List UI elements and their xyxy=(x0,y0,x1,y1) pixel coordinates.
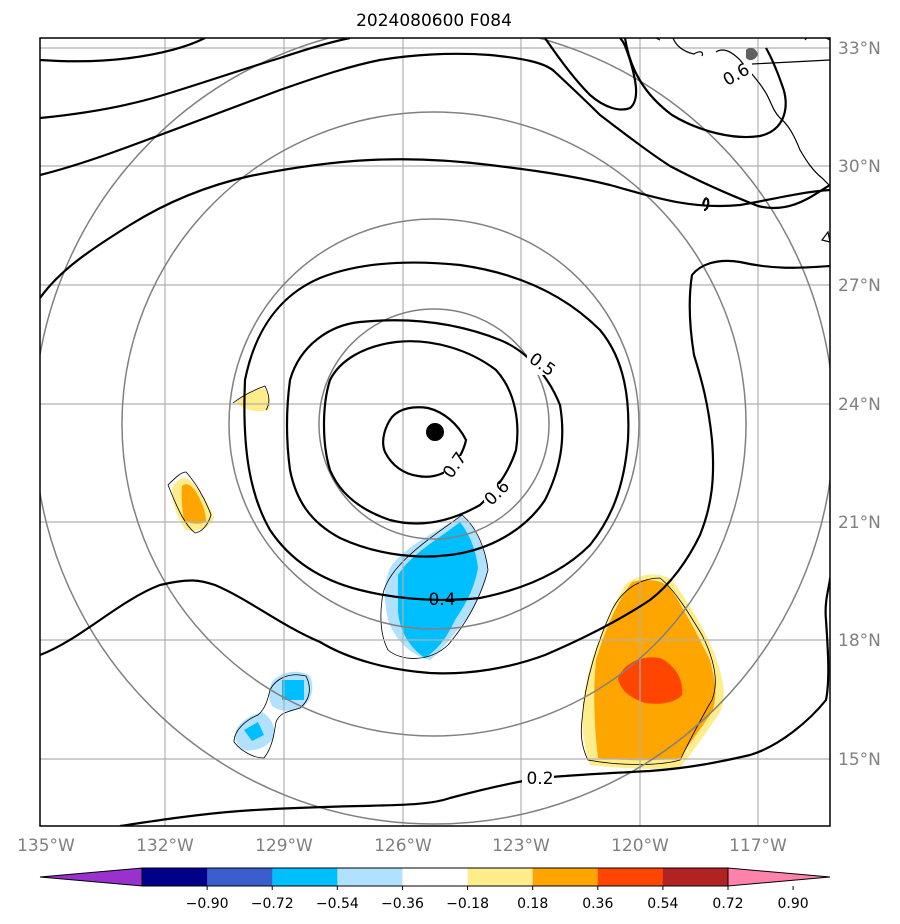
contour-0.6-ne xyxy=(623,38,787,139)
contour-label: 0.2 xyxy=(526,769,553,789)
contour-0.7 xyxy=(382,406,468,478)
lat-tick-label: 21°N xyxy=(838,513,881,533)
lon-tick-labels: 135°W 132°W 129°W 126°W 123°W 120°W 117°… xyxy=(17,836,787,856)
contour-top xyxy=(40,38,206,63)
colorbar-segment xyxy=(532,868,599,886)
colorbar-tick-label: 0.54 xyxy=(647,896,678,912)
colorbar-tick-label: −0.72 xyxy=(251,896,294,912)
colorbar: −0.90 −0.72 −0.54 −0.36 −0.18 0.18 0.36 0.54 0.7… xyxy=(39,867,831,912)
colorbar-tick-label: −0.90 xyxy=(186,896,229,912)
contour-top xyxy=(40,52,830,210)
colorbar-segment xyxy=(272,868,338,886)
lat-tick-label: 30°N xyxy=(838,157,881,177)
contour-lines xyxy=(40,38,830,826)
contour-0.4 xyxy=(243,261,630,602)
colorbar-segment xyxy=(337,868,403,886)
contour-0.6 xyxy=(322,340,519,525)
lon-tick-label: 135°W xyxy=(17,836,75,856)
lon-tick-label: 129°W xyxy=(255,836,313,856)
colorbar-extend-high xyxy=(728,868,830,886)
lon-tick-label: 120°W xyxy=(611,836,669,856)
lon-tick-label: 123°W xyxy=(492,836,550,856)
plot-frame xyxy=(39,37,831,827)
map-title: 2024080600 F084 xyxy=(356,11,512,31)
colorbar-extend-low xyxy=(40,868,142,886)
coastline xyxy=(655,38,830,243)
contour-label-group: 0.7 0.6 0.5 0.4 0.2 0.6 xyxy=(428,60,753,789)
colorbar-segment xyxy=(142,868,208,886)
contour-top xyxy=(40,38,351,120)
colorbar-tick-label: 0.18 xyxy=(517,896,548,912)
contour-0.5 xyxy=(285,319,564,558)
lat-tick-label: 15°N xyxy=(838,750,881,770)
lon-tick-label: 117°W xyxy=(729,836,787,856)
range-rings xyxy=(40,38,830,825)
colorbar-segment xyxy=(207,868,273,886)
colorbar-tick-label: 0.36 xyxy=(582,896,613,912)
lat-tick-label: 18°N xyxy=(838,631,881,651)
shaded-region-red xyxy=(618,657,683,704)
lon-tick-label: 132°W xyxy=(136,836,194,856)
colorbar-tick-label: 0.72 xyxy=(712,896,743,912)
colorbar-segment xyxy=(402,868,469,886)
storm-center-marker xyxy=(426,423,444,441)
map-plot-area: 0.7 0.6 0.5 0.4 0.2 0.6 xyxy=(40,38,830,826)
colorbar-tick-label: 0.90 xyxy=(778,896,809,912)
lat-tick-label: 27°N xyxy=(838,276,881,296)
contour-small xyxy=(701,197,710,212)
lat-tick-label: 24°N xyxy=(838,395,881,415)
range-ring xyxy=(40,38,830,825)
colorbar-segment xyxy=(467,868,534,886)
colorbar-tick-label: −0.18 xyxy=(446,896,489,912)
range-ring xyxy=(121,111,747,737)
lat-tick-labels: 33°N 30°N 27°N 24°N 21°N 18°N 15°N xyxy=(838,39,881,770)
colorbar-tick-label: −0.54 xyxy=(316,896,359,912)
colorbar-segment xyxy=(597,868,664,886)
lat-tick-label: 33°N xyxy=(838,39,881,59)
colorbar-tick-label: −0.36 xyxy=(381,896,424,912)
range-ring xyxy=(318,308,550,540)
range-ring xyxy=(228,218,640,630)
contour-label: 0.4 xyxy=(428,590,455,610)
contour-0.2 xyxy=(119,577,830,826)
lon-tick-label: 126°W xyxy=(374,836,432,856)
colorbar-segment xyxy=(662,868,729,886)
